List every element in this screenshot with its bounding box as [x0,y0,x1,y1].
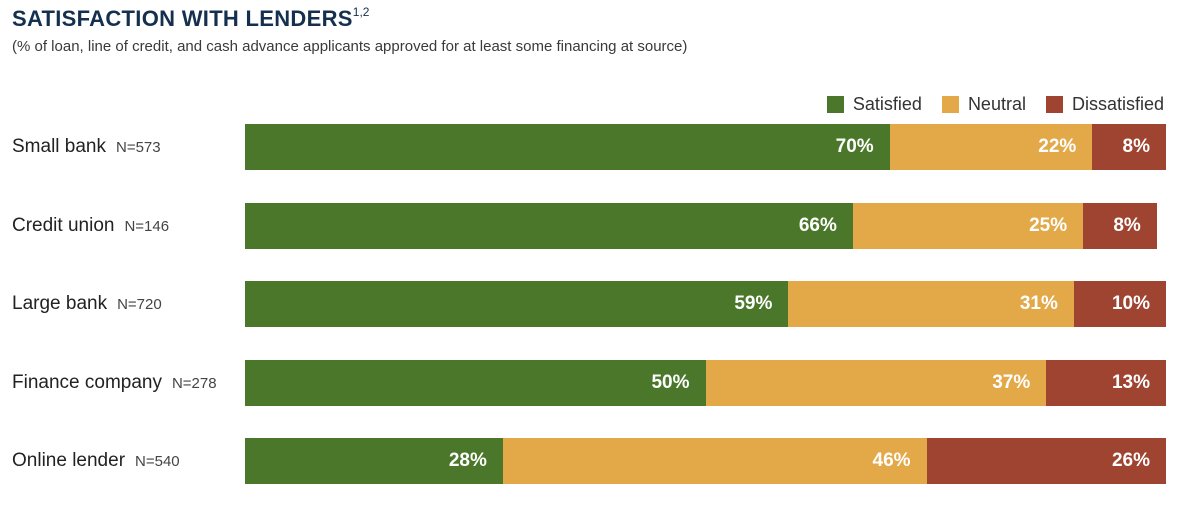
chart-title-text: SATISFACTION WITH LENDERS [12,6,353,31]
data-label: 37% [992,371,1031,393]
category-name: Online lender [12,450,126,471]
legend-item-neutral: Neutral [941,93,1026,115]
title-footnote-marker: 1,2 [352,4,370,19]
data-label: 31% [1019,293,1058,314]
legend-item-satisfied: Satisfied [826,93,922,115]
bar-segment-satisfied: 28% [245,438,503,484]
data-label: 25% [1029,214,1068,236]
data-label: 8% [1122,136,1150,157]
bar-row: 59% 31% 10% [245,281,1166,327]
bar-row: 28% 46% 26% [245,438,1166,484]
chart-title: SATISFACTION WITH LENDERS1,2 [12,4,370,32]
legend-swatch [1045,95,1063,113]
chart-legend: Satisfied Neutral Dissatisfied [826,93,1164,115]
chart-subtitle: (% of loan, line of credit, and cash adv… [12,38,688,55]
sample-size: N=720 [117,296,162,313]
legend-swatch [941,95,959,113]
category-name: Large bank [12,293,108,314]
bar-segment-dissatisfied: 8% [1092,124,1166,170]
bar-row: 70% 22% 8% [245,124,1166,170]
category-label: Large bank N=720 [12,292,162,316]
bar-segment-neutral: 22% [889,124,1093,170]
sample-size: N=573 [116,139,161,156]
data-label: 22% [1038,136,1077,157]
data-label: 59% [734,293,773,314]
bar-segment-neutral: 31% [788,281,1074,327]
bar-segment-satisfied: 70% [245,124,890,170]
data-label: 28% [448,450,487,471]
category-label: Credit union N=146 [12,214,169,238]
data-label: 10% [1111,293,1150,314]
data-label: 8% [1113,214,1141,236]
legend-item-dissatisfied: Dissatisfied [1045,93,1164,115]
bar-segment-satisfied: 66% [245,202,853,249]
data-label: 46% [872,450,911,471]
legend-label: Satisfied [852,93,922,114]
category-name: Credit union [12,214,115,236]
data-label: 13% [1111,371,1150,393]
bar-segment-neutral: 46% [502,438,927,484]
bar-segment-dissatisfied: 13% [1046,359,1166,406]
bar-segment-dissatisfied: 10% [1073,281,1166,327]
legend-swatch [826,95,844,113]
bar-segment-dissatisfied: 8% [1083,202,1157,249]
category-label: Finance company N=278 [12,371,217,395]
sample-size: N=146 [124,217,170,235]
bar-row: 66% 25% 8% [245,202,1166,249]
sample-size: N=278 [171,374,217,392]
legend-label: Neutral [967,93,1026,114]
bar-segment-neutral: 37% [705,359,1047,406]
bar-segment-dissatisfied: 26% [926,438,1166,484]
data-label: 70% [835,136,874,157]
legend-label: Dissatisfied [1071,93,1164,114]
data-label: 50% [651,371,690,393]
category-label: Online lender N=540 [12,449,180,473]
bar-segment-satisfied: 59% [245,281,789,327]
category-label: Small bank N=573 [12,135,161,159]
category-name: Small bank [12,136,106,157]
sample-size: N=540 [135,453,180,470]
data-label: 66% [798,214,837,236]
category-name: Finance company [12,371,162,393]
bar-segment-neutral: 25% [852,202,1084,249]
data-label: 26% [1111,450,1150,471]
bar-segment-satisfied: 50% [245,359,706,406]
bar-row: 50% 37% 13% [245,359,1166,406]
